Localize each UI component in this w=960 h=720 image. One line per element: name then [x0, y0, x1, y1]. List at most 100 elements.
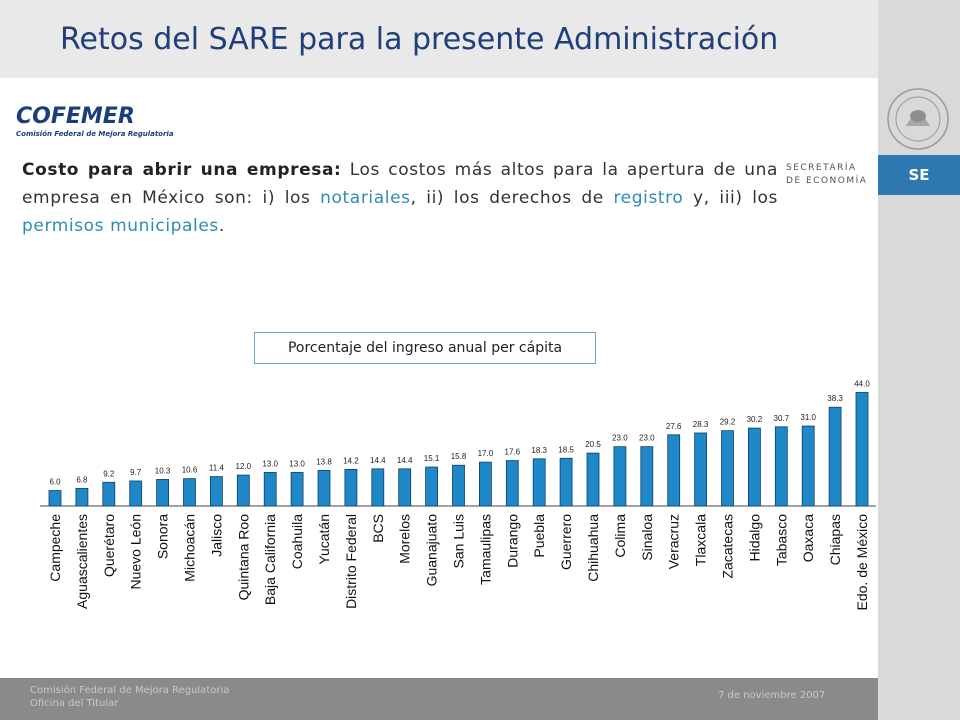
category-label-11: Yucatán [316, 514, 332, 565]
category-label-13: BCS [370, 514, 386, 543]
bar-31 [855, 392, 869, 507]
intro-lead: Costo para abrir una empresa: [22, 160, 342, 180]
se-name-line1: SECRETARÍA [786, 163, 857, 173]
category-label-29: Oaxaca [800, 514, 816, 562]
bar-26 [721, 430, 734, 507]
footer-org: Comisión Federal de Mejora Regulatoria O… [30, 684, 229, 710]
bar-21 [586, 452, 600, 507]
data-label-20: 18.5 [558, 445, 574, 454]
category-label-6: Michoacán [182, 514, 198, 582]
data-label-2: 6.8 [76, 475, 88, 484]
category-label-8: Quintana Roo [235, 514, 251, 601]
category-label-22: Colima [612, 514, 628, 558]
bar-17 [478, 461, 492, 507]
footer-bar [0, 678, 878, 720]
bar-18 [505, 460, 519, 507]
bar-28 [774, 426, 788, 507]
intro-paragraph: Costo para abrir una empresa: Los costos… [22, 156, 778, 240]
category-label-5: Sonora [155, 514, 171, 559]
data-label-28: 30.7 [774, 414, 790, 423]
footer-org-line1: Comisión Federal de Mejora Regulatoria [30, 685, 230, 696]
data-label-12: 14.2 [343, 456, 359, 465]
footer-date: 7 de noviembre 2007 [718, 690, 826, 701]
data-label-27: 30.2 [747, 415, 763, 424]
bar-23 [640, 446, 654, 507]
category-label-15: Guanajuato [424, 514, 440, 587]
bar-1 [48, 490, 62, 507]
category-label-12: Distrito Federal [343, 514, 359, 609]
data-label-30: 38.3 [827, 394, 843, 403]
data-label-4: 9.7 [130, 468, 142, 477]
data-label-21: 20.5 [585, 440, 601, 449]
bar-15 [425, 466, 439, 507]
intro-text-2: , ii) los derechos de [410, 188, 614, 208]
data-label-14: 14.4 [397, 456, 413, 465]
data-label-22: 23.0 [612, 434, 628, 443]
bar-13 [371, 468, 385, 507]
bar-14 [398, 468, 412, 507]
category-label-18: Durango [504, 514, 520, 568]
data-label-8: 12.0 [236, 462, 252, 471]
bar-10 [290, 472, 304, 507]
data-label-10: 13.0 [289, 459, 305, 468]
data-label-3: 9.2 [103, 469, 115, 478]
data-label-16: 15.8 [451, 452, 467, 461]
category-label-21: Chihuahua [585, 514, 601, 582]
cofemer-logo: COFEMER Comisión Federal de Mejora Regul… [14, 100, 174, 140]
category-label-16: San Luis [451, 514, 467, 568]
bar-29 [801, 425, 815, 507]
chart-legend: Porcentaje del ingreso anual per cápita [254, 332, 596, 364]
category-label-30: Chiapas [827, 514, 843, 565]
bar-24 [667, 434, 681, 507]
bar-8 [236, 474, 250, 507]
category-label-4: Nuevo León [128, 514, 144, 590]
bar-3 [102, 481, 116, 507]
data-label-31: 44.0 [854, 379, 870, 388]
category-label-1: Campeche [47, 514, 63, 582]
category-label-7: Jalisco [208, 514, 224, 557]
bar-27 [748, 427, 761, 507]
bar-4 [129, 480, 143, 507]
category-label-20: Guerrero [558, 514, 574, 570]
category-label-28: Tabasco [773, 514, 789, 566]
title-bar: Retos del SARE para la presente Administ… [0, 0, 878, 78]
cofemer-subtitle: Comisión Federal de Mejora Regulatoria [16, 130, 174, 138]
highlight-registro: registro [613, 188, 684, 208]
data-label-25: 28.3 [693, 420, 709, 429]
highlight-permisos: permisos municipales [22, 216, 219, 236]
category-label-23: Sinaloa [639, 514, 655, 561]
national-seal-icon [887, 88, 949, 150]
cofemer-wordmark: COFEMER [16, 104, 135, 129]
bar-25 [694, 432, 707, 507]
category-label-25: Tlaxcala [693, 514, 709, 566]
data-label-1: 6.0 [49, 478, 61, 487]
page-title: Retos del SARE para la presente Administ… [60, 22, 779, 57]
category-label-9: Baja California [262, 514, 278, 605]
se-name-line2: DE ECONOMÍA [786, 176, 868, 186]
bar-22 [613, 446, 627, 507]
category-label-19: Puebla [531, 514, 547, 558]
data-label-17: 17.0 [478, 449, 494, 458]
data-label-26: 29.2 [720, 418, 736, 427]
data-label-19: 18.3 [531, 446, 547, 455]
data-label-6: 10.6 [182, 466, 198, 475]
data-label-24: 27.6 [666, 422, 682, 431]
bar-5 [156, 479, 170, 507]
intro-text-1: Los costos más altos para la apertura de… [22, 160, 778, 208]
intro-text-3: y, iii) los [683, 188, 778, 208]
bar-19 [532, 458, 546, 507]
bar-2 [75, 488, 89, 507]
bar-16 [452, 464, 465, 507]
category-label-10: Coahuila [289, 514, 305, 569]
data-label-9: 13.0 [262, 459, 278, 468]
category-label-14: Morelos [397, 514, 413, 564]
data-label-15: 15.1 [424, 454, 440, 463]
data-label-29: 31.0 [800, 413, 816, 422]
secretaria-economia-wordmark: SECRETARÍA DE ECONOMÍA [786, 162, 876, 188]
bar-11 [317, 469, 331, 507]
data-label-11: 13.8 [316, 457, 332, 466]
bar-chart: 6.0 Campeche 6.8 Aguascalientes 9.2 Querétaro… [40, 379, 876, 611]
bar-30 [828, 406, 842, 507]
category-label-31: Edo. de México [854, 514, 870, 611]
data-label-7: 11.4 [209, 464, 225, 473]
